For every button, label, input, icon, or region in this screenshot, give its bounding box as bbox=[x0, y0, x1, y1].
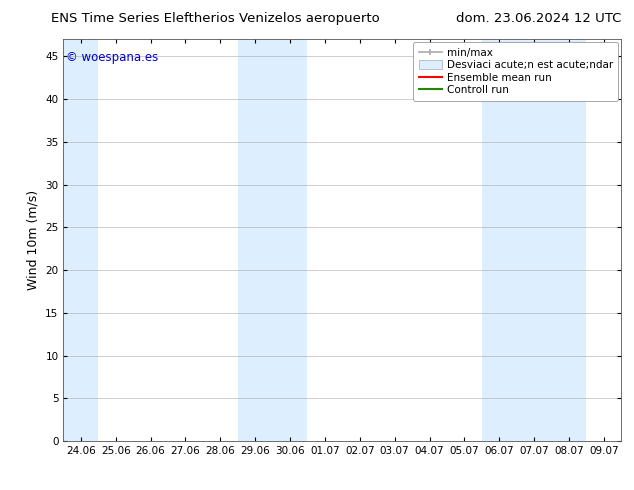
Text: ENS Time Series Eleftherios Venizelos aeropuerto: ENS Time Series Eleftherios Venizelos ae… bbox=[51, 12, 380, 25]
Y-axis label: Wind 10m (m/s): Wind 10m (m/s) bbox=[27, 190, 40, 290]
Legend: min/max, Desviaci acute;n est acute;ndar, Ensemble mean run, Controll run: min/max, Desviaci acute;n est acute;ndar… bbox=[413, 42, 618, 100]
Text: dom. 23.06.2024 12 UTC: dom. 23.06.2024 12 UTC bbox=[456, 12, 621, 25]
Bar bbox=[552, 39, 586, 441]
Text: © woespana.es: © woespana.es bbox=[66, 51, 158, 64]
Bar bbox=[482, 39, 517, 441]
Bar bbox=[273, 39, 307, 441]
Bar bbox=[517, 39, 552, 441]
Bar bbox=[63, 39, 98, 441]
Bar bbox=[238, 39, 273, 441]
